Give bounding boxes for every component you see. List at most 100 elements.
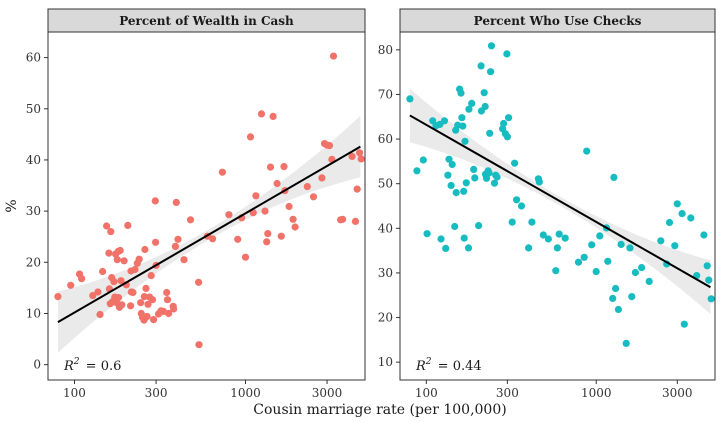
data-point — [141, 245, 149, 254]
data-point — [447, 181, 455, 190]
data-point — [705, 276, 713, 284]
data-point — [464, 244, 473, 252]
data-point — [195, 341, 203, 349]
data-point — [445, 155, 453, 163]
y-tick-label: 40 — [378, 221, 393, 235]
data-point — [339, 215, 347, 223]
data-point — [671, 242, 679, 250]
data-point — [458, 114, 466, 122]
data-point — [150, 316, 158, 324]
data-point — [493, 173, 501, 181]
data-point — [114, 294, 123, 302]
data-point — [487, 68, 495, 76]
x-tick-label: 1000 — [230, 386, 261, 400]
data-point — [657, 237, 665, 245]
data-point — [419, 156, 427, 164]
data-point — [165, 309, 173, 318]
data-point — [273, 179, 281, 188]
data-point — [460, 187, 468, 195]
data-point — [485, 169, 493, 177]
data-point — [477, 62, 485, 70]
data-point — [131, 265, 139, 274]
y-tick-label: 50 — [26, 102, 41, 116]
data-point — [110, 278, 118, 286]
data-point — [89, 292, 97, 300]
data-point — [117, 277, 125, 285]
plot-area — [48, 32, 365, 380]
data-point — [583, 147, 591, 155]
data-point — [163, 288, 171, 297]
data-point — [617, 240, 625, 248]
data-point — [127, 302, 135, 310]
x-tick-label: 3000 — [662, 386, 693, 400]
data-point — [309, 193, 318, 201]
y-tick-label: 70 — [378, 87, 393, 101]
data-point — [475, 222, 483, 230]
data-point — [356, 149, 364, 157]
data-point — [487, 42, 496, 50]
data-point — [218, 168, 226, 176]
y-tick-label: 50 — [378, 177, 393, 191]
data-point — [180, 256, 188, 264]
fit-line — [57, 145, 361, 324]
data-point — [604, 257, 612, 265]
y-tick-label: 10 — [26, 306, 41, 320]
data-point — [440, 117, 449, 125]
data-point — [525, 244, 533, 252]
data-point — [703, 262, 711, 270]
data-point — [612, 284, 620, 293]
r-squared-label: R2 = 0.6 — [63, 357, 121, 374]
data-point — [444, 171, 452, 179]
data-point — [517, 202, 526, 210]
data-point — [135, 255, 143, 263]
data-point — [348, 152, 356, 160]
y-tick-label: 20 — [378, 311, 393, 325]
data-point — [96, 310, 104, 319]
x-tick-label: 300 — [496, 386, 519, 400]
data-point — [113, 256, 121, 264]
data-point — [614, 305, 623, 314]
data-point — [508, 218, 516, 226]
data-point — [277, 232, 285, 240]
data-point — [351, 217, 360, 225]
data-point — [140, 293, 148, 301]
y-tick-label: 40 — [26, 153, 41, 167]
y-tick-label: 20 — [26, 255, 41, 269]
data-point — [124, 221, 132, 229]
data-point — [505, 114, 513, 122]
data-point — [574, 258, 583, 266]
x-tick-label: 300 — [145, 386, 168, 400]
data-point — [539, 231, 547, 239]
data-point — [460, 234, 468, 242]
data-point — [234, 235, 242, 243]
r-squared-label: R2 = 0.44 — [415, 357, 482, 374]
data-point — [171, 242, 179, 250]
data-point — [588, 241, 596, 249]
data-point — [462, 179, 470, 187]
data-point — [552, 267, 560, 275]
data-point — [628, 293, 636, 301]
data-point — [99, 267, 107, 276]
data-point — [174, 235, 182, 243]
data-point — [503, 133, 511, 141]
data-point — [137, 299, 145, 307]
data-point — [152, 238, 160, 246]
y-tick-label: 80 — [378, 43, 393, 57]
data-point — [486, 129, 494, 137]
data-point — [257, 110, 266, 118]
data-point — [148, 296, 157, 304]
data-point — [246, 133, 255, 141]
data-point — [561, 234, 569, 242]
data-point — [266, 163, 275, 171]
panel-title: Percent Who Use Checks — [474, 14, 642, 28]
data-point — [622, 339, 630, 347]
y-axis-title: % — [4, 199, 20, 212]
data-point — [442, 244, 450, 252]
data-point — [687, 214, 695, 222]
data-point — [263, 238, 271, 246]
data-point — [209, 235, 217, 243]
data-point — [320, 140, 329, 148]
data-point — [78, 275, 86, 283]
x-tick-label: 100 — [63, 386, 86, 400]
data-point — [555, 230, 563, 238]
